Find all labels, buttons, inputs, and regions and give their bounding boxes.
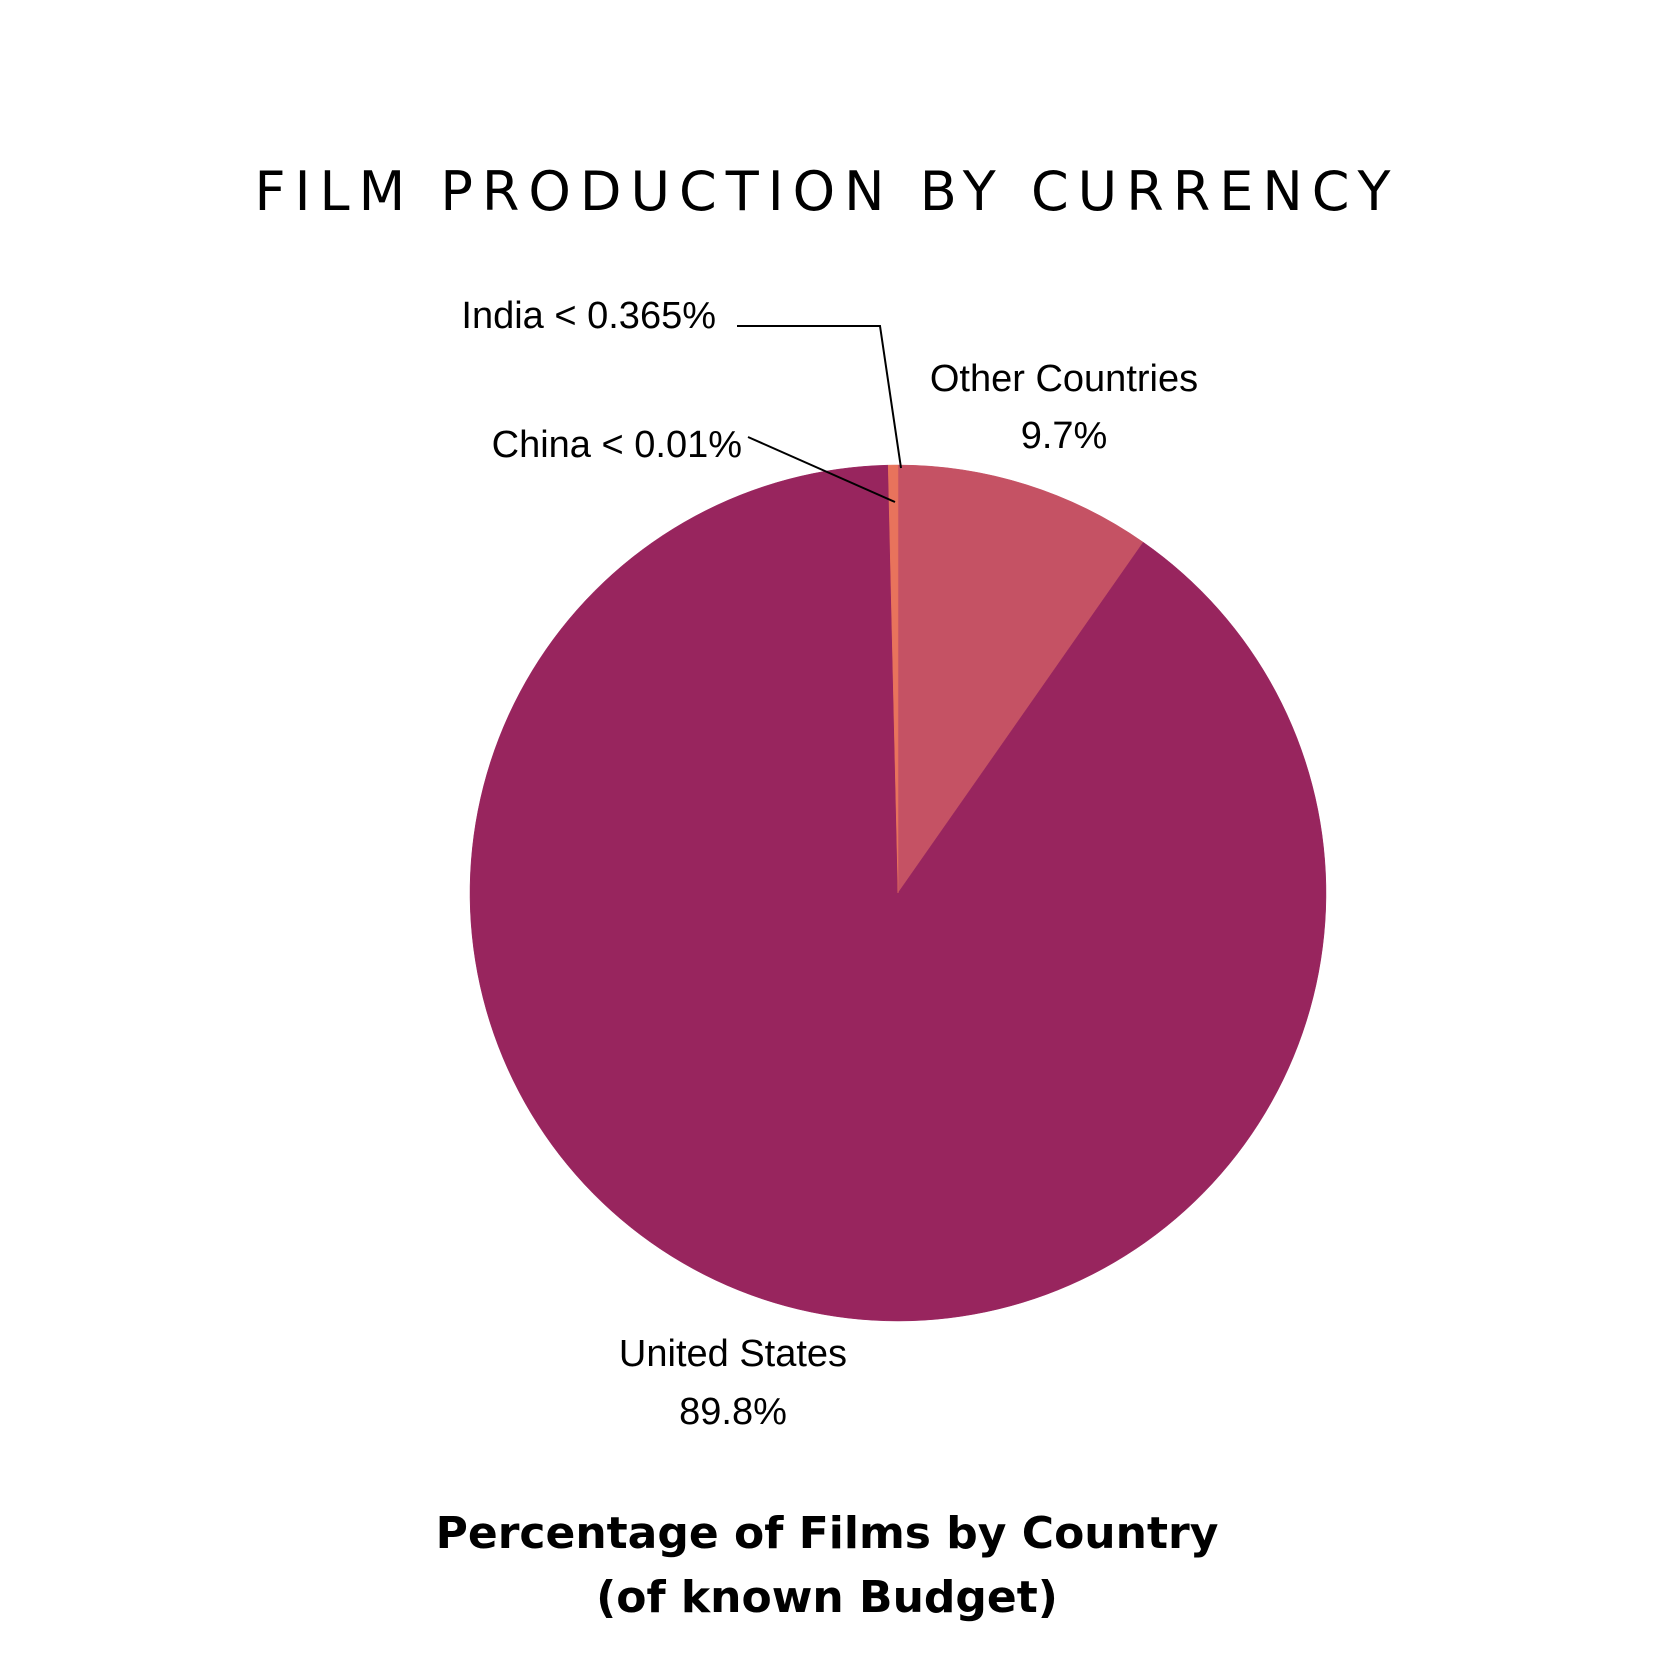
chart-subtitle-line-2: (of known Budget) [596, 1572, 1058, 1623]
slice-label-china: China < 0.01% [492, 424, 742, 466]
pie-slice-united-states [469, 464, 1327, 1322]
pie-slice-other-countries [897, 464, 1144, 894]
slice-label-india: India < 0.365% [461, 295, 716, 337]
pie-slices [469, 464, 1327, 1322]
pie-slice-india [887, 464, 899, 894]
slice-label-united-states-name: United States [619, 1333, 847, 1375]
chart-subtitle-line-1: Percentage of Films by Country [436, 1508, 1219, 1559]
slice-label-other-countries-value: 9.7% [1021, 415, 1108, 457]
slice-label-united-states-value: 89.8% [679, 1391, 787, 1433]
chart-title: FILM PRODUCTION BY CURRENCY [255, 160, 1400, 223]
india-leader-line [737, 325, 902, 469]
slice-label-other-countries-name: Other Countries [930, 358, 1198, 400]
china-leader-line [747, 436, 896, 503]
